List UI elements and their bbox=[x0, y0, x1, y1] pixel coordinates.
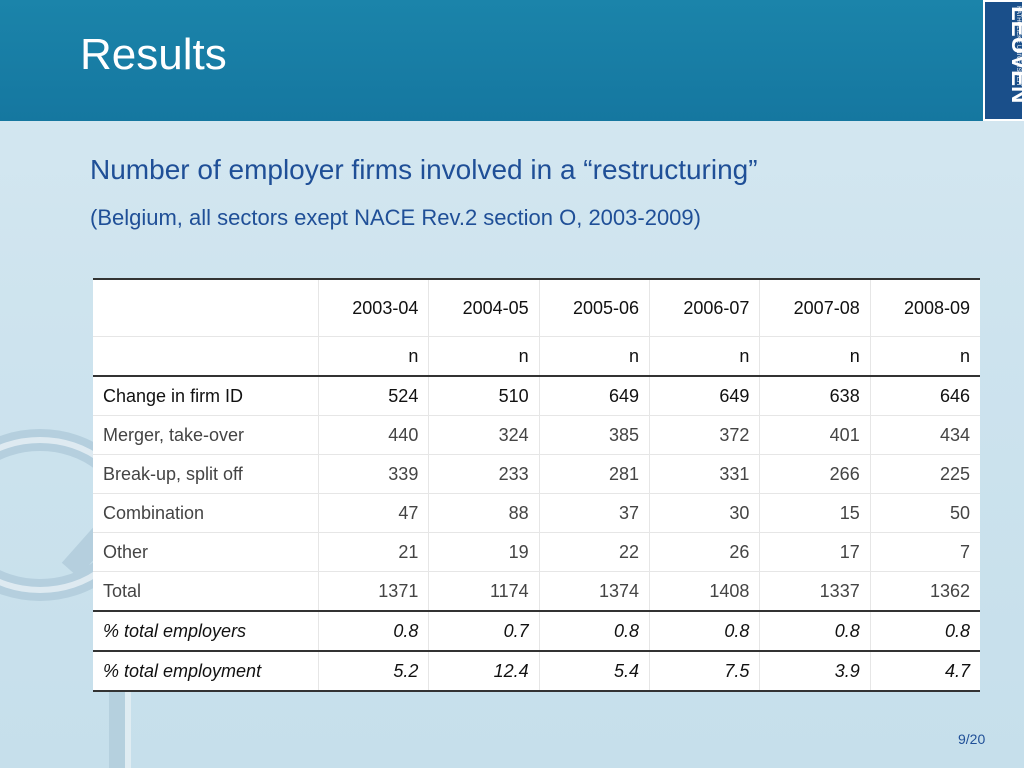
table-heading: Number of employer firms involved in a “… bbox=[90, 154, 758, 185]
page-number: 9/20 bbox=[958, 731, 986, 747]
table-subheading: (Belgium, all sectors exept NACE Rev.2 s… bbox=[90, 205, 701, 230]
total-row: Total 1371 1174 1374 1408 1337 1362 bbox=[93, 571, 980, 612]
table-cell: 1374 bbox=[538, 571, 650, 612]
table-cell: 0.8 bbox=[759, 611, 871, 652]
table-row: Break-up, split off 339 233 281 331 266 … bbox=[93, 454, 980, 494]
table-cell: 324 bbox=[428, 415, 540, 455]
table-row: Combination 47 88 37 30 15 50 bbox=[93, 493, 980, 533]
table-cell: 331 bbox=[649, 454, 760, 494]
table-cell: 434 bbox=[869, 415, 980, 455]
results-table: 2003-04 2004-05 2005-06 2006-07 2007-08 … bbox=[93, 278, 980, 692]
unit-cell: n bbox=[649, 336, 760, 377]
university-logo: LEUVEN KATHOLIEKE UNIVERSITEIT bbox=[983, 0, 1024, 121]
table-cell: 372 bbox=[649, 415, 760, 455]
table-cell: 281 bbox=[538, 454, 650, 494]
table-cell: 225 bbox=[869, 454, 980, 494]
row-label: Combination bbox=[93, 493, 319, 533]
table-cell: 19 bbox=[428, 532, 540, 572]
column-header: 2008-09 bbox=[869, 279, 980, 337]
units-row: n n n n n n bbox=[93, 336, 980, 377]
table-cell: 37 bbox=[538, 493, 650, 533]
table-cell: 1408 bbox=[649, 571, 760, 612]
unit-cell: n bbox=[759, 336, 871, 377]
table-cell: 15 bbox=[759, 493, 871, 533]
table-cell: 266 bbox=[759, 454, 871, 494]
table-cell: 1362 bbox=[869, 571, 980, 612]
logo-subtext: KATHOLIEKE UNIVERSITEIT bbox=[1015, 6, 1021, 87]
table-cell: 21 bbox=[317, 532, 429, 572]
unit-cell: n bbox=[317, 336, 429, 377]
table-cell: 5.2 bbox=[317, 650, 429, 692]
table-cell: 0.8 bbox=[869, 611, 980, 652]
table-cell: 47 bbox=[317, 493, 429, 533]
table-cell: 7.5 bbox=[649, 650, 760, 692]
table-cell: 50 bbox=[869, 493, 980, 533]
table-cell: 233 bbox=[428, 454, 540, 494]
row-label: Break-up, split off bbox=[93, 454, 319, 494]
slide-header: Results LEUVEN KATHOLIEKE UNIVERSITEIT bbox=[0, 0, 1024, 121]
table-cell: 1174 bbox=[428, 571, 540, 612]
row-label: Change in firm ID bbox=[93, 376, 319, 416]
table-cell: 649 bbox=[649, 376, 760, 416]
unit-cell: n bbox=[428, 336, 540, 377]
table-cell: 17 bbox=[759, 532, 871, 572]
table-cell: 524 bbox=[317, 376, 429, 416]
table-cell: 0.8 bbox=[317, 611, 429, 652]
column-header: 2004-05 bbox=[428, 279, 540, 337]
row-label: Total bbox=[93, 571, 319, 612]
logo-wordmark-icon: LEUVEN KATHOLIEKE UNIVERSITEIT bbox=[1006, 6, 1024, 103]
header-row: 2003-04 2004-05 2005-06 2006-07 2007-08 … bbox=[93, 279, 980, 337]
table-cell: 649 bbox=[538, 376, 650, 416]
row-label: % total employers bbox=[93, 611, 319, 652]
table-cell: 12.4 bbox=[428, 650, 540, 692]
table-cell: 0.8 bbox=[649, 611, 760, 652]
table-cell: 339 bbox=[317, 454, 429, 494]
column-header: 2005-06 bbox=[538, 279, 650, 337]
table-cell: 440 bbox=[317, 415, 429, 455]
logo-wordmark: LEUVEN bbox=[1006, 6, 1024, 103]
table-cell: 4.7 bbox=[869, 650, 980, 692]
header-corner-cell bbox=[93, 279, 319, 337]
row-label: Other bbox=[93, 532, 319, 572]
table-cell: 7 bbox=[869, 532, 980, 572]
table-cell: 0.8 bbox=[538, 611, 650, 652]
table-cell: 385 bbox=[538, 415, 650, 455]
table-cell: 646 bbox=[869, 376, 980, 416]
units-label-cell bbox=[93, 336, 319, 377]
unit-cell: n bbox=[869, 336, 980, 377]
column-header: 2003-04 bbox=[317, 279, 429, 337]
percent-employment-row: % total employment 5.2 12.4 5.4 7.5 3.9 … bbox=[93, 650, 980, 692]
column-header: 2007-08 bbox=[759, 279, 871, 337]
percent-employers-row: % total employers 0.8 0.7 0.8 0.8 0.8 0.… bbox=[93, 611, 980, 652]
table-cell: 638 bbox=[759, 376, 871, 416]
row-label: % total employment bbox=[93, 650, 319, 692]
table-cell: 5.4 bbox=[538, 650, 650, 692]
table-row: Other 21 19 22 26 17 7 bbox=[93, 532, 980, 572]
table-cell: 22 bbox=[538, 532, 650, 572]
table-cell: 0.7 bbox=[428, 611, 540, 652]
table-cell: 510 bbox=[428, 376, 540, 416]
table-cell: 3.9 bbox=[759, 650, 871, 692]
table-row: Change in firm ID 524 510 649 649 638 64… bbox=[93, 376, 980, 416]
table-cell: 1371 bbox=[317, 571, 429, 612]
table-row: Merger, take-over 440 324 385 372 401 43… bbox=[93, 415, 980, 455]
table-cell: 88 bbox=[428, 493, 540, 533]
table-cell: 26 bbox=[649, 532, 760, 572]
slide-title: Results bbox=[80, 30, 227, 79]
row-label: Merger, take-over bbox=[93, 415, 319, 455]
table-cell: 1337 bbox=[759, 571, 871, 612]
table-cell: 401 bbox=[759, 415, 871, 455]
unit-cell: n bbox=[538, 336, 650, 377]
table-cell: 30 bbox=[649, 493, 760, 533]
column-header: 2006-07 bbox=[649, 279, 760, 337]
